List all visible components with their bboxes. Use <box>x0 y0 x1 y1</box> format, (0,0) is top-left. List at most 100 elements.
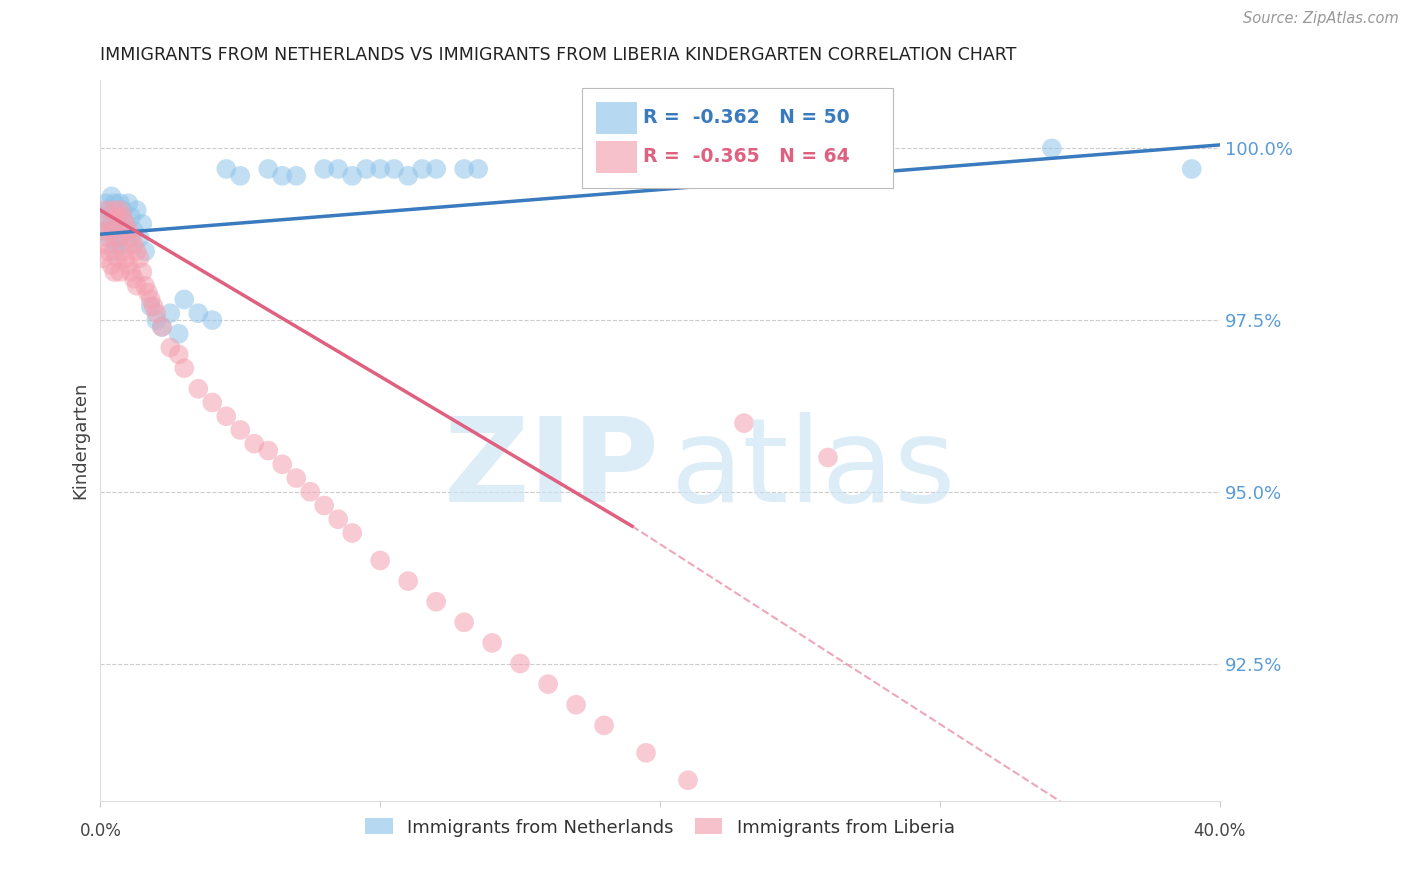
Point <box>111 210 134 224</box>
Point <box>167 326 190 341</box>
Point <box>229 169 252 183</box>
Point <box>145 313 167 327</box>
Text: 0.0%: 0.0% <box>79 822 121 839</box>
Point <box>117 237 139 252</box>
Point <box>128 252 150 266</box>
Point <box>97 230 120 244</box>
Point <box>100 189 122 203</box>
Point <box>1040 141 1063 155</box>
Point <box>382 161 405 176</box>
Point <box>100 217 122 231</box>
Point <box>108 230 131 244</box>
Text: R =  -0.365   N = 64: R = -0.365 N = 64 <box>643 147 849 166</box>
Point <box>733 416 755 430</box>
Point <box>105 210 128 224</box>
Point <box>354 161 377 176</box>
Point <box>593 718 616 732</box>
Point <box>411 161 433 176</box>
Text: 40.0%: 40.0% <box>1194 822 1246 839</box>
Point <box>425 161 447 176</box>
Point <box>187 382 209 396</box>
Point <box>1181 161 1204 176</box>
Point <box>425 595 447 609</box>
Point <box>120 265 142 279</box>
Point <box>314 161 336 176</box>
Point <box>91 210 114 224</box>
Point <box>125 244 148 259</box>
Point <box>114 217 136 231</box>
Point <box>565 698 588 712</box>
Point <box>100 224 122 238</box>
Point <box>145 306 167 320</box>
Point <box>201 313 224 327</box>
Point <box>229 423 252 437</box>
Point <box>467 161 489 176</box>
Text: R =  -0.362   N = 50: R = -0.362 N = 50 <box>643 109 849 128</box>
Point <box>103 230 125 244</box>
Point <box>91 224 114 238</box>
Point <box>159 306 181 320</box>
Point <box>215 409 238 424</box>
Point <box>103 224 125 238</box>
Point <box>91 252 114 266</box>
Point <box>328 512 350 526</box>
Point <box>108 265 131 279</box>
Point <box>173 361 195 376</box>
Point <box>215 161 238 176</box>
Point <box>122 237 145 252</box>
Point <box>128 230 150 244</box>
Point <box>105 237 128 252</box>
Point <box>94 196 117 211</box>
Point <box>285 471 308 485</box>
Point <box>111 203 134 218</box>
Point <box>271 169 294 183</box>
Point <box>111 244 134 259</box>
Point <box>108 203 131 218</box>
Point <box>481 636 503 650</box>
Point <box>817 450 839 465</box>
Point <box>97 244 120 259</box>
Point <box>396 169 419 183</box>
Point <box>103 244 125 259</box>
Point <box>257 161 280 176</box>
Point <box>117 224 139 238</box>
Point <box>396 574 419 588</box>
Point <box>125 278 148 293</box>
Point <box>453 161 475 176</box>
FancyBboxPatch shape <box>596 141 637 173</box>
Point <box>368 161 391 176</box>
Point <box>150 320 173 334</box>
Point <box>136 285 159 300</box>
Point <box>509 657 531 671</box>
Point <box>139 293 162 307</box>
Point <box>187 306 209 320</box>
Point <box>167 347 190 361</box>
Point <box>108 230 131 244</box>
Point <box>120 210 142 224</box>
Point <box>150 320 173 334</box>
Point <box>139 299 162 313</box>
Point <box>97 217 120 231</box>
Point <box>328 161 350 176</box>
Point <box>103 196 125 211</box>
Point <box>342 526 364 541</box>
FancyBboxPatch shape <box>582 88 893 188</box>
Point <box>342 169 364 183</box>
Point <box>122 272 145 286</box>
Point <box>453 615 475 630</box>
FancyBboxPatch shape <box>596 102 637 134</box>
Point <box>97 203 120 218</box>
Point <box>537 677 560 691</box>
Point <box>257 443 280 458</box>
Point <box>105 210 128 224</box>
Point <box>108 196 131 211</box>
Point <box>94 224 117 238</box>
Point <box>125 203 148 218</box>
Point <box>114 217 136 231</box>
Point <box>142 299 165 313</box>
Text: IMMIGRANTS FROM NETHERLANDS VS IMMIGRANTS FROM LIBERIA KINDERGARTEN CORRELATION : IMMIGRANTS FROM NETHERLANDS VS IMMIGRANT… <box>100 46 1017 64</box>
Point <box>299 484 322 499</box>
Point <box>243 436 266 450</box>
Point <box>131 265 153 279</box>
Text: atlas: atlas <box>671 411 956 526</box>
